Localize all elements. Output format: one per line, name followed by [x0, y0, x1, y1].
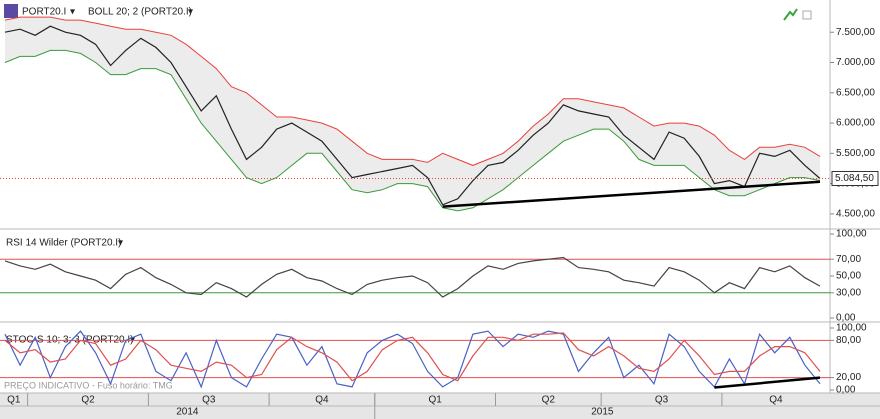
trendline	[714, 376, 821, 389]
lower-band	[4, 49, 821, 212]
year-label: 2015	[591, 407, 614, 418]
indicator-line	[4, 330, 821, 389]
dropdown-arrow[interactable]: ▾	[70, 7, 75, 18]
window-button[interactable]	[802, 10, 812, 20]
indicator-line	[4, 332, 821, 382]
quarter-label: Q3	[655, 395, 669, 406]
y-tick-label: 0,00	[836, 313, 856, 324]
quarter-label: Q1	[428, 395, 442, 406]
y-tick-label: 30,00	[836, 287, 861, 298]
price-line	[4, 25, 821, 206]
upper-band	[4, 16, 821, 166]
last-price-label: 5.084,50	[835, 173, 874, 184]
quarter-label: Q3	[202, 395, 216, 406]
dropdown-arrow[interactable]: ▾	[188, 7, 193, 18]
dropdown-arrow[interactable]: ▾	[118, 238, 123, 249]
quarter-label: Q4	[769, 395, 783, 406]
band-fill	[5, 17, 820, 211]
y-tick-label: 7.500,00	[836, 27, 875, 38]
symbol-title[interactable]: PORT20.I	[22, 7, 66, 18]
y-tick-label: 80,00	[836, 335, 861, 346]
y-tick-label: 7.000,00	[836, 57, 875, 68]
quarter-label: Q4	[315, 395, 329, 406]
quarter-label: Q2	[81, 395, 95, 406]
y-tick-label: 5.500,00	[836, 148, 875, 159]
quarter-label: Q2	[542, 395, 556, 406]
trendline	[442, 180, 821, 208]
quarter-label: Q1	[7, 395, 21, 406]
y-tick-label: 6.000,00	[836, 118, 875, 129]
indicator-title[interactable]: BOLL 20; 2 (PORT20.I)	[88, 7, 192, 18]
y-tick-label: 70,00	[836, 254, 861, 265]
y-tick-label: 20,00	[836, 372, 861, 383]
y-tick-label: 6.500,00	[836, 87, 875, 98]
y-tick-label: 100,00	[836, 229, 867, 240]
symbol-icon[interactable]	[4, 4, 18, 18]
y-tick-label: 50,00	[836, 271, 861, 282]
trend-icon[interactable]	[783, 8, 798, 21]
indicator-line	[4, 256, 821, 298]
y-tick-label: 100,00	[836, 323, 867, 334]
year-label: 2014	[176, 407, 199, 418]
y-tick-label: 0,00	[836, 385, 856, 396]
rsi-title[interactable]: RSI 14 Wilder (PORT20.I)	[6, 238, 121, 249]
y-tick-label: 4.500,00	[836, 209, 875, 220]
last-price-box	[831, 170, 879, 186]
footer-note: PREÇO INDICATIVO - Fuso horário: TMG	[4, 380, 173, 390]
